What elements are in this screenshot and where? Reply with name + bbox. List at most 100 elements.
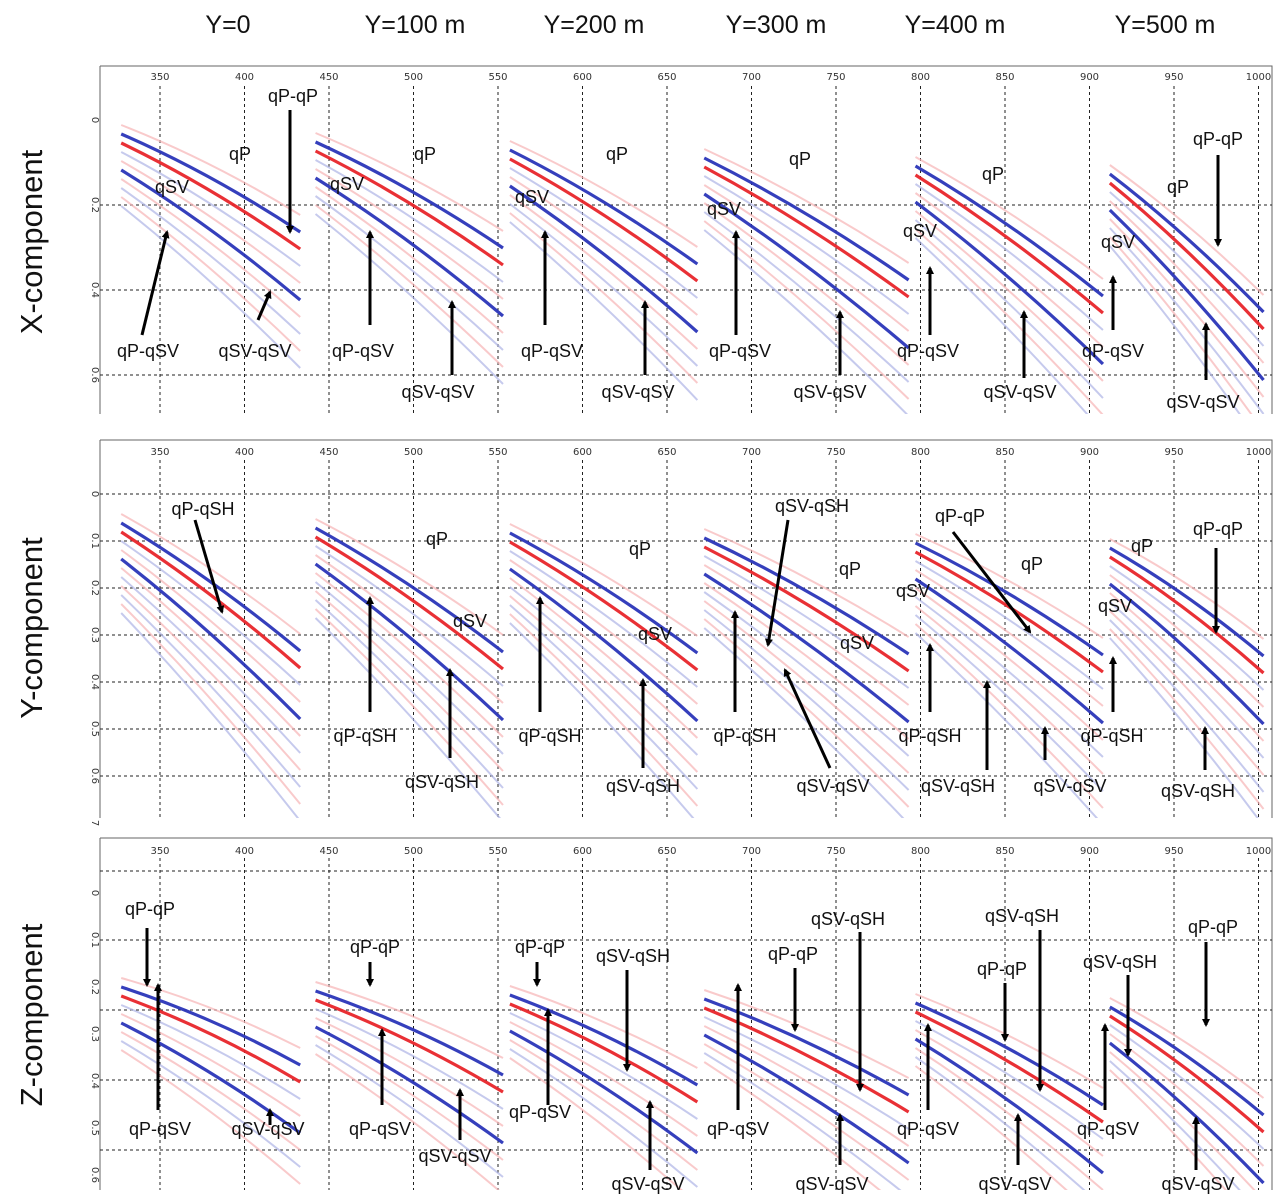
- seismic-trace: [314, 213, 504, 385]
- x-tick-label: 500: [404, 72, 423, 83]
- x-tick-label: 550: [488, 72, 507, 83]
- x-tick-label: 700: [742, 846, 761, 857]
- seismic-trace: [315, 1044, 504, 1178]
- seismic-trace: [914, 596, 1104, 758]
- seismic-trace: [509, 577, 699, 739]
- wave-label: qSV-qSV: [978, 1174, 1051, 1194]
- seismic-trace: [120, 540, 301, 686]
- x-tick-label: 850: [995, 447, 1014, 458]
- seismic-trace: [1109, 619, 1265, 793]
- wave-label: qP-qP: [977, 959, 1027, 979]
- seismic-trace: [703, 536, 910, 656]
- wave-label: qP: [629, 539, 651, 559]
- seismic-trace: [1109, 574, 1265, 708]
- seismic-trace: [914, 1065, 1068, 1190]
- seismic-trace: [120, 1049, 301, 1185]
- seismic-trace: [509, 604, 699, 790]
- x-tick-label: 950: [1164, 447, 1183, 458]
- seismic-trace: [509, 586, 699, 756]
- panel-title-y-component: Y-component: [14, 537, 49, 719]
- wave-label: qSV-qSV: [401, 382, 474, 402]
- seismic-trace: [914, 605, 1104, 775]
- x-tick-label: 350: [150, 846, 169, 857]
- seismic-trace: [120, 530, 302, 670]
- seismic-trace: [509, 167, 698, 299]
- wave-label: qSV-qSV: [418, 1146, 491, 1166]
- wave-label: qP-qSH: [333, 726, 396, 746]
- wave-label: qP-qP: [268, 86, 318, 106]
- seismic-trace: [703, 220, 910, 400]
- seismic-trace: [914, 614, 1104, 792]
- seismic-trace: [314, 176, 505, 318]
- seismic-trace: [509, 1057, 683, 1190]
- column-header-y100: Y=100 m: [365, 11, 466, 39]
- panel-frame: [99, 439, 1273, 818]
- t-tick-label: 0.3: [89, 627, 100, 643]
- seismic-trace: [509, 622, 695, 818]
- seismic-trace: [314, 617, 501, 818]
- x-tick-label: 400: [235, 846, 254, 857]
- wave-label: qP-qSV: [349, 1119, 411, 1139]
- wave-label: qP-qSV: [1077, 1119, 1139, 1139]
- wave-label: qSV-qSH: [405, 772, 479, 792]
- seismic-trace: [703, 1043, 910, 1181]
- wave-label: qSV: [840, 633, 874, 653]
- seismic-trace: [509, 140, 698, 248]
- trace-group: [120, 977, 1265, 1190]
- seismic-trace: [1109, 1051, 1256, 1190]
- wave-label: qP-qSV: [521, 341, 583, 361]
- wave-label: qSV-qSH: [606, 776, 680, 796]
- x-tick-label: 650: [657, 447, 676, 458]
- seismic-trace: [703, 582, 910, 740]
- seismic-trace: [120, 594, 301, 788]
- wave-label: qP-qP: [125, 899, 175, 919]
- seismic-trace: [703, 600, 910, 774]
- x-tick-label: 550: [488, 846, 507, 857]
- wave-label: qSV-qSH: [811, 909, 885, 929]
- x-tick-label: 350: [150, 447, 169, 458]
- seismic-trace: [915, 156, 1104, 280]
- seismic-trace: [314, 562, 505, 722]
- seismic-trace: [314, 149, 504, 267]
- seismic-trace: [120, 549, 301, 703]
- t-tick-label: 0.5: [89, 721, 100, 737]
- seismic-trace: [509, 1021, 698, 1137]
- seismic-trace: [120, 1021, 302, 1135]
- seismic-trace: [914, 1010, 1104, 1124]
- seismic-trace: [120, 1013, 301, 1117]
- seismic-trace: [314, 204, 504, 368]
- seismic-trace: [915, 560, 1104, 690]
- wave-label: qP-qP: [350, 937, 400, 957]
- seismic-trace: [315, 1035, 504, 1161]
- seismic-trace: [703, 1033, 910, 1165]
- seismic-trace: [703, 1016, 910, 1130]
- seismic-trace: [315, 545, 504, 687]
- seismic-trace: [914, 237, 1089, 414]
- seismic-trace: [509, 1002, 699, 1104]
- seismic-trace: [1109, 191, 1265, 347]
- seismic-trace: [914, 632, 1099, 818]
- wave-label: qP-qP: [768, 944, 818, 964]
- wave-label: qSV: [638, 624, 672, 644]
- seismic-trace: [120, 612, 300, 818]
- seismic-trace: [1109, 601, 1265, 759]
- seismic-trace: [314, 608, 504, 806]
- seismic-trace: [1108, 172, 1265, 314]
- wave-label: qP: [1021, 554, 1043, 574]
- wave-label: qSV-qSH: [596, 946, 670, 966]
- seismic-trace: [120, 567, 301, 737]
- column-header-y300: Y=300 m: [726, 11, 827, 39]
- seismic-trace: [703, 1025, 910, 1147]
- seismic-trace: [120, 557, 302, 721]
- seismic-trace: [914, 623, 1104, 809]
- seismic-trace: [509, 1012, 698, 1120]
- wave-label: qP-qP: [1193, 519, 1243, 539]
- seismic-trace: [1108, 1041, 1265, 1185]
- x-tick-label: 800: [911, 447, 930, 458]
- seismic-trace: [315, 518, 504, 636]
- seismic-trace: [314, 195, 504, 351]
- wave-label: qP-qSV: [117, 341, 179, 361]
- seismic-trace: [914, 577, 1105, 725]
- x-tick-label: 750: [826, 72, 845, 83]
- seismic-trace: [509, 194, 699, 350]
